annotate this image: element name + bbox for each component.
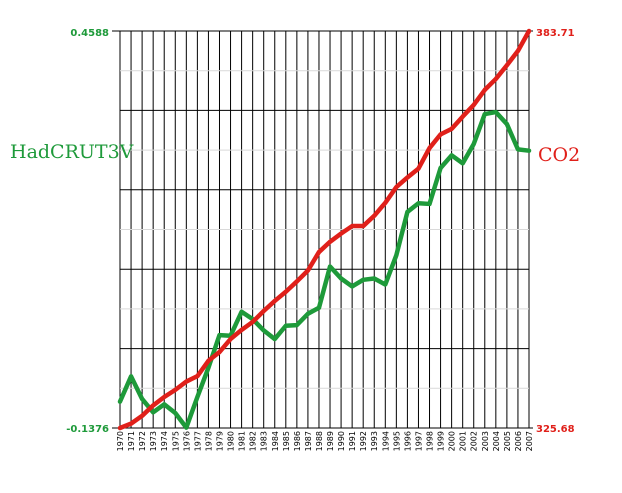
x-tick-label: 1985	[282, 431, 291, 451]
x-tick-label: 2006	[514, 431, 523, 451]
x-tick-label: 1979	[215, 431, 224, 451]
series-line-hadcrut3v	[117, 109, 532, 430]
x-tick-label: 1992	[359, 431, 368, 451]
x-tick-label: 2005	[503, 431, 512, 451]
series-layer	[117, 28, 532, 431]
x-tick-label: 2003	[481, 431, 490, 451]
x-tick-label: 1981	[238, 431, 247, 451]
left-axis-max-label: 0.4588	[70, 28, 109, 39]
x-tick-label: 1994	[381, 431, 390, 451]
x-tick-label: 1988	[315, 431, 324, 451]
x-tick-label: 2007	[525, 431, 534, 451]
left-axis-title: HadCRUT3V	[10, 141, 134, 163]
x-tick-label: 1975	[171, 431, 180, 451]
x-tick-label: 1978	[204, 431, 213, 451]
x-tick-label: 1996	[403, 431, 412, 451]
x-tick-label: 1974	[160, 431, 169, 451]
series-line-co2	[117, 28, 532, 431]
x-tick-label: 1993	[370, 431, 379, 451]
x-tick-label: 1972	[138, 431, 147, 451]
x-tick-label: 1990	[337, 431, 346, 451]
x-tick-label: 1989	[326, 431, 335, 451]
x-tick-label: 1995	[392, 431, 401, 451]
x-tick-label: 1970	[116, 431, 125, 451]
left-axis-min-label: -0.1376	[66, 424, 109, 435]
x-tick-label: 2000	[448, 431, 457, 451]
x-tick-label: 2002	[470, 431, 479, 451]
right-axis-min-label: 325.68	[536, 424, 575, 435]
right-axis-title: CO2	[538, 144, 580, 166]
x-tick-label: 1980	[227, 431, 236, 451]
x-tick-label: 1973	[149, 431, 158, 451]
x-tick-label: 1971	[127, 431, 136, 451]
grid	[112, 30, 533, 429]
x-tick-label: 1986	[293, 431, 302, 451]
x-tick-label: 1997	[414, 431, 423, 451]
x-tick-label: 1987	[304, 431, 313, 451]
x-tick-label: 2004	[492, 431, 501, 451]
x-tick-label: 1999	[437, 431, 446, 451]
x-tick-labels: 1970 1971 1972 1973 1974 1975 1976 1977 1978 1979…	[116, 431, 534, 451]
x-tick-label: 1982	[249, 431, 258, 451]
right-axis-max-label: 383.71	[536, 28, 575, 39]
x-tick-label: 1976	[182, 431, 191, 451]
x-tick-label: 1983	[260, 431, 269, 451]
x-tick-label: 1984	[271, 431, 280, 451]
x-tick-label: 1977	[193, 431, 202, 451]
x-tick-label: 1998	[426, 431, 435, 451]
x-tick-label: 1991	[348, 431, 357, 451]
x-tick-label: 2001	[459, 431, 468, 451]
